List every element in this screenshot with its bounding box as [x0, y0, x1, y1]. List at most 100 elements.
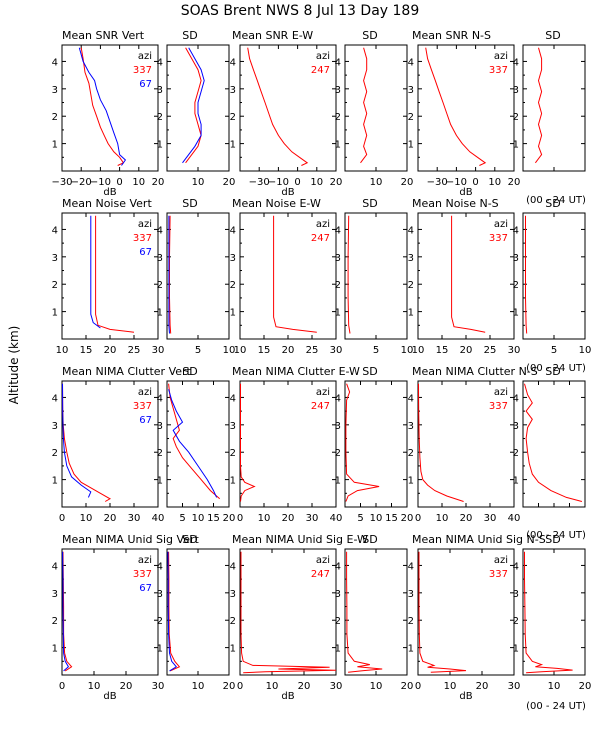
x-tick-label: 20 [120, 681, 133, 692]
y-tick-label: 1 [52, 644, 58, 655]
panel-title: Mean NIMA Clutter N-S [412, 365, 538, 378]
x-tick-label: 25 [484, 345, 497, 356]
y-tick-label: 4 [52, 57, 58, 68]
panel-frame [522, 548, 586, 676]
x-tick-label: 30 [508, 345, 521, 356]
y-tick-label: 3 [157, 253, 163, 264]
panel-frame [166, 548, 230, 676]
panel-frame [61, 548, 159, 676]
panel-title: Mean Noise Vert [62, 197, 152, 210]
series-line-337 [62, 383, 112, 502]
x-tick-label: 20 [104, 513, 117, 524]
panel-r0-c0: Mean SNR Vert 1 2 3 4 −30−20−10 0 10 20 dB azi 337 6… [51, 29, 164, 198]
x-tick-label: 10 [412, 345, 425, 356]
series-line-337 [168, 383, 221, 500]
series-line-247 [345, 383, 380, 502]
series-line-67 [62, 383, 92, 498]
series-line-67 [78, 47, 127, 166]
panel-title: SD [182, 365, 197, 378]
x-tick-label: 15 [207, 513, 220, 524]
panel-title: SD [182, 29, 197, 42]
x-tick-label: 40 [152, 513, 165, 524]
legend-entry-67: 67 [139, 79, 152, 90]
x-tick-label: 10 [401, 345, 414, 356]
y-tick-label: 3 [335, 85, 341, 96]
panel-frame [239, 548, 337, 676]
y-tick-label: 1 [52, 140, 58, 151]
panel-r3-c1: SD 1 2 3 4 10 20 [157, 533, 236, 692]
series-line-67 [168, 215, 170, 334]
panel-frame [344, 44, 408, 172]
y-tick-label: 1 [408, 644, 414, 655]
x-tick-label: 0 [237, 513, 243, 524]
panel-title: Mean NIMA Unid Sig N-S [412, 533, 546, 546]
x-tick-label: 10 [370, 513, 383, 524]
series-line-247 [273, 215, 317, 333]
series-line-67 [182, 47, 205, 164]
y-tick-label: 4 [52, 225, 58, 236]
x-tick-label: 10 [548, 681, 561, 692]
y-tick-label: 2 [335, 448, 341, 459]
y-tick-label: 2 [513, 616, 519, 627]
y-tick-label: 3 [513, 589, 519, 600]
time-note-row1: (00 - 24 UT) [526, 195, 586, 206]
panel-frame [166, 212, 230, 340]
y-axis-label: Altitude (km) [7, 326, 21, 405]
y-tick-label: 4 [335, 393, 341, 404]
series-line-337 [418, 551, 467, 673]
series-line-337 [524, 551, 573, 674]
legend-header: azi [494, 51, 508, 62]
y-tick-label: 4 [52, 393, 58, 404]
x-tick-label: 10 [370, 681, 383, 692]
x-tick-label: 20 [282, 345, 295, 356]
series-line-337 [535, 47, 543, 164]
y-tick-label: 3 [230, 589, 236, 600]
y-tick-label: 4 [230, 561, 236, 572]
y-tick-label: 4 [408, 225, 414, 236]
y-tick-label: 2 [335, 280, 341, 291]
legend-entry-247: 247 [311, 401, 330, 412]
x-tick-label: 10 [436, 513, 449, 524]
panel-frame [344, 380, 408, 508]
y-tick-label: 4 [157, 57, 163, 68]
y-tick-label: 2 [52, 280, 58, 291]
x-tick-label: 20 [460, 513, 473, 524]
panel-title: Mean Noise N-S [412, 197, 499, 210]
legend-entry-337: 337 [133, 233, 152, 244]
x-tick-label: 10 [192, 681, 205, 692]
y-tick-label: 4 [230, 57, 236, 68]
series-line-337 [185, 47, 202, 164]
y-tick-label: 3 [52, 421, 58, 432]
panel-title: Mean NIMA Clutter Vert [62, 365, 192, 378]
panel-r1-c5: SD 1 2 3 4 5 10 [513, 197, 592, 356]
y-tick-label: 4 [335, 225, 341, 236]
panel-title: SD [362, 197, 377, 210]
panel-title: SD [545, 365, 560, 378]
series-line-247 [240, 551, 337, 674]
panel-frame [239, 212, 337, 340]
x-axis-label: dB [103, 691, 116, 702]
panel-r1-c4: Mean Noise N-S 1 2 3 4 10 15 20 25 30 azi 337 [408, 197, 521, 356]
legend-header: azi [316, 555, 330, 566]
y-tick-label: 4 [230, 225, 236, 236]
series-line-247 [360, 47, 368, 164]
y-tick-label: 4 [157, 225, 163, 236]
x-tick-label: 20 [223, 681, 236, 692]
panel-title: SD [362, 29, 377, 42]
time-note-row3: (00 - 24 UT) [526, 530, 586, 541]
y-tick-label: 3 [408, 589, 414, 600]
legend-entry-247: 247 [311, 65, 330, 76]
x-tick-label: −30 [51, 177, 72, 188]
legend-header: azi [316, 387, 330, 398]
x-axis-label: dB [459, 187, 472, 198]
y-tick-label: 1 [513, 308, 519, 319]
x-tick-label: 30 [330, 681, 343, 692]
y-tick-label: 1 [408, 140, 414, 151]
x-tick-label: 10 [132, 177, 145, 188]
series-line-247 [346, 551, 383, 673]
x-tick-label: 5 [551, 345, 557, 356]
x-tick-label: 30 [152, 681, 165, 692]
